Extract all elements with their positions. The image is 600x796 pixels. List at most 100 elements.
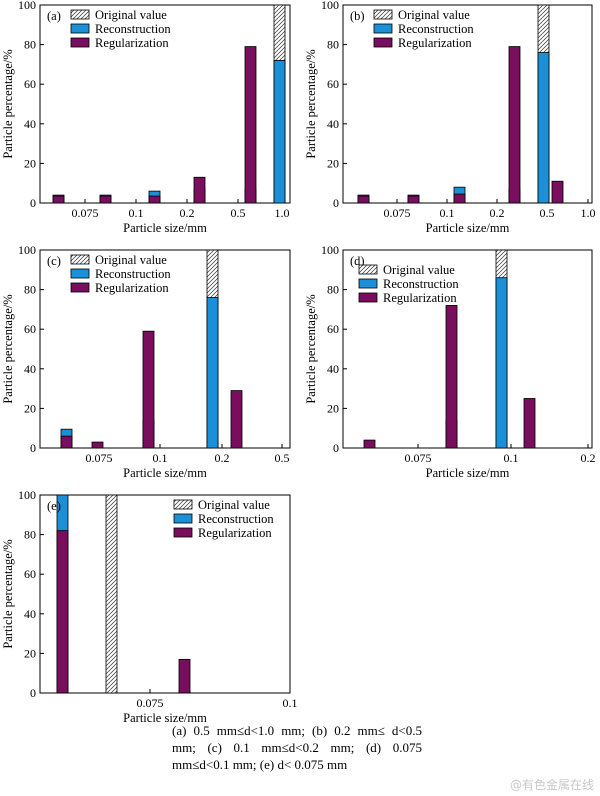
watermark: @有色金属在线 — [509, 778, 594, 792]
x-tick-label: 0.1 — [440, 206, 455, 220]
x-tick-label: 0.2 — [581, 451, 596, 465]
legend-swatch — [70, 37, 90, 48]
figure-caption: (a) 0.5 mm≤d<1.0 mm; (b) 0.2 mm≤ d<0.5 m… — [172, 723, 422, 772]
legend-entry-label: Original value — [95, 8, 167, 22]
y-tick-label: 40 — [24, 362, 36, 376]
y-tick-label: 20 — [24, 156, 36, 170]
x-axis-label: Particle size/mm — [426, 466, 510, 480]
legend-swatch — [358, 278, 378, 289]
bar-regularization — [445, 305, 458, 449]
bar-regularization — [56, 530, 69, 694]
legend-swatch — [373, 23, 393, 34]
plot-frame-5 — [39, 494, 291, 694]
y-tick-label: 60 — [24, 322, 36, 336]
legend-swatch — [70, 254, 90, 265]
bar-regularization — [508, 46, 521, 204]
x-tick-label: 1.0 — [275, 206, 290, 220]
bar-regularization — [148, 195, 161, 204]
bar-regularization — [142, 330, 155, 449]
legend-swatch — [173, 527, 193, 538]
panel-label: (b) — [350, 9, 365, 23]
legend-entry-label: Original value — [198, 498, 270, 512]
y-tick-label: 60 — [24, 567, 36, 581]
x-tick-label: 0.1 — [283, 696, 298, 710]
y-axis-label: Particle percentage/% — [1, 294, 15, 403]
legend-swatch — [70, 268, 90, 279]
bar-regularization — [551, 180, 564, 204]
legend-swatch — [173, 513, 193, 524]
bar-reconstruction — [273, 60, 286, 204]
y-tick-label: 100 — [321, 0, 339, 12]
bar-reconstruction — [537, 52, 550, 204]
x-tick-label: 0.075 — [405, 451, 432, 465]
bar-regularization — [244, 46, 257, 204]
y-tick-label: 100 — [18, 243, 36, 257]
y-tick-label: 20 — [327, 401, 339, 415]
legend-entry-label: Regularization — [398, 36, 472, 50]
legend-entry-label: Reconstruction — [95, 22, 171, 36]
legend-entry-label: Regularization — [198, 526, 272, 540]
panel-label: (d) — [350, 254, 365, 268]
y-tick-label: 20 — [24, 646, 36, 660]
legend-entry-label: Reconstruction — [383, 277, 459, 291]
x-tick-label: 0.075 — [72, 206, 99, 220]
y-tick-label: 80 — [327, 38, 339, 52]
legend-entry-label: Original value — [95, 253, 167, 267]
y-axis-label: Particle percentage/% — [304, 294, 318, 403]
x-tick-label: 0.075 — [384, 206, 411, 220]
y-tick-label: 80 — [24, 528, 36, 542]
bar-regularization — [230, 390, 243, 449]
y-tick-label: 100 — [18, 488, 36, 502]
legend-entry-label: Regularization — [383, 291, 457, 305]
x-tick-label: 0.2 — [215, 451, 230, 465]
y-tick-label: 60 — [24, 77, 36, 91]
legend-swatch — [373, 9, 393, 20]
y-tick-label: 20 — [24, 401, 36, 415]
bar-regularization — [91, 441, 104, 449]
panel-label: (a) — [47, 9, 61, 23]
x-axis-label: Particle size/mm — [426, 221, 510, 235]
bar-original-value — [105, 494, 118, 694]
y-tick-label: 0 — [30, 196, 36, 210]
y-tick-label: 80 — [24, 283, 36, 297]
x-axis-label: Particle size/mm — [123, 221, 207, 235]
y-tick-label: 80 — [327, 283, 339, 297]
y-tick-label: 60 — [327, 322, 339, 336]
x-tick-label: 0.2 — [490, 206, 505, 220]
y-tick-label: 100 — [18, 0, 36, 12]
legend-entry-label: Regularization — [95, 281, 169, 295]
legend-swatch — [173, 499, 193, 510]
legend-swatch — [70, 23, 90, 34]
bar-regularization — [60, 435, 73, 449]
x-tick-label: 0.5 — [540, 206, 555, 220]
panel-label: (e) — [47, 499, 61, 513]
y-tick-label: 40 — [327, 362, 339, 376]
y-tick-label: 40 — [24, 117, 36, 131]
plot-frame-1 — [39, 4, 291, 204]
bar-reconstruction — [206, 297, 219, 449]
y-tick-label: 0 — [333, 196, 339, 210]
x-tick-label: 0.075 — [137, 696, 164, 710]
plot-frame-2 — [342, 4, 593, 204]
bar-regularization — [357, 195, 370, 204]
y-tick-label: 100 — [321, 243, 339, 257]
legend-swatch — [358, 292, 378, 303]
y-tick-label: 20 — [327, 156, 339, 170]
x-tick-label: 0.5 — [231, 206, 246, 220]
legend-swatch — [358, 264, 378, 275]
bar-regularization — [363, 439, 376, 449]
legend-swatch — [70, 9, 90, 20]
legend-entry-label: Original value — [383, 263, 455, 277]
bar-regularization — [99, 195, 112, 204]
x-tick-label: 1.0 — [581, 206, 596, 220]
x-tick-label: 0.1 — [129, 206, 144, 220]
legend-swatch — [373, 37, 393, 48]
plot-frame-3 — [39, 249, 291, 449]
plot-frame-4 — [342, 249, 593, 449]
x-tick-label: 0.5 — [275, 451, 290, 465]
bar-reconstruction — [495, 277, 508, 449]
legend-entry-label: Reconstruction — [95, 267, 171, 281]
y-tick-label: 0 — [30, 686, 36, 700]
bar-regularization — [453, 193, 466, 204]
